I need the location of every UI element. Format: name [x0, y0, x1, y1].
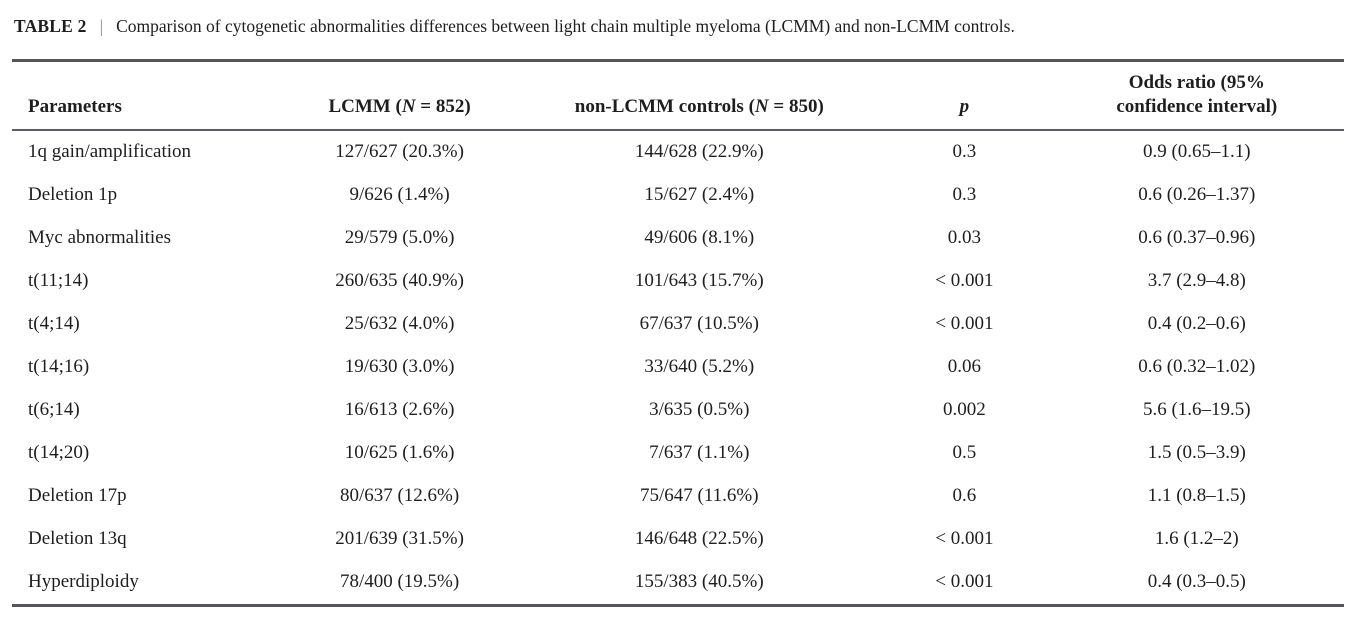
- cell-parameter: t(11;14): [28, 270, 89, 292]
- cell-non-lcmm: 75/647 (11.6%): [640, 485, 759, 507]
- header-lcmm: LCMM (N = 852): [279, 60, 520, 131]
- cell-non-lcmm: 49/606 (8.1%): [644, 227, 755, 249]
- cell-odds-ratio: 0.6 (0.26–1.37): [1138, 184, 1256, 206]
- cell-parameter: Deletion 13q: [28, 528, 127, 550]
- header-non-lcmm: non-LCMM controls (N = 850): [519, 60, 880, 131]
- cell-lcmm: 29/579 (5.0%): [344, 227, 455, 249]
- header-p-label: p: [959, 95, 970, 117]
- table-row: t(6;14) 16/613 (2.6%) 3/635 (0.5%) 0.002 5.6…: [12, 389, 1344, 432]
- header-odds-ratio-label: Odds ratio (95% confidence interval): [1116, 72, 1278, 117]
- cell-odds-ratio: 1.6 (1.2–2): [1154, 528, 1239, 550]
- cell-lcmm: 80/637 (12.6%): [339, 485, 460, 507]
- cell-lcmm: 260/635 (40.9%): [335, 270, 464, 292]
- header-lcmm-pre: LCMM (: [328, 95, 402, 117]
- header-lcmm-post: = 852): [415, 95, 471, 117]
- cell-parameter: t(14;16): [28, 356, 90, 378]
- header-odds-ratio: Odds ratio (95% confidence interval): [1049, 60, 1344, 131]
- cell-non-lcmm: 3/635 (0.5%): [649, 399, 750, 421]
- cell-non-lcmm: 15/627 (2.4%): [644, 184, 755, 206]
- cell-p-value: 0.002: [942, 399, 986, 421]
- cell-p-value: < 0.001: [935, 528, 994, 550]
- table-number-label: TABLE 2: [14, 16, 87, 36]
- header-parameters-label: Parameters: [28, 95, 122, 117]
- cell-lcmm: 16/613 (2.6%): [344, 399, 455, 421]
- table-body: 1q gain/amplification 127/627 (20.3%) 144/…: [12, 130, 1344, 606]
- cell-odds-ratio: 0.6 (0.32–1.02): [1138, 356, 1256, 378]
- cell-lcmm: 10/625 (1.6%): [344, 442, 455, 464]
- cell-odds-ratio: 0.9 (0.65–1.1): [1142, 141, 1251, 163]
- table-row: Deletion 17p 80/637 (12.6%) 75/647 (11.6%)…: [12, 475, 1344, 518]
- cell-p-value: < 0.001: [935, 313, 994, 335]
- cell-parameter: t(4;14): [28, 313, 80, 335]
- header-row: Parameters LCMM (N = 852) non-LCMM contr…: [12, 60, 1344, 131]
- table-row: Myc abnormalities 29/579 (5.0%) 49/606 (8.…: [12, 217, 1344, 260]
- cell-p-value: 0.03: [947, 227, 981, 249]
- cell-p-value: 0.5: [952, 442, 977, 464]
- cell-non-lcmm: 33/640 (5.2%): [644, 356, 755, 378]
- cell-p-value: 0.6: [952, 485, 977, 507]
- cell-odds-ratio: 1.5 (0.5–3.9): [1147, 442, 1246, 464]
- cell-lcmm: 19/630 (3.0%): [344, 356, 455, 378]
- cell-parameter: Hyperdiploidy: [28, 571, 139, 593]
- cell-parameter: Myc abnormalities: [28, 227, 171, 249]
- cell-non-lcmm: 101/643 (15.7%): [634, 270, 764, 292]
- header-lcmm-n: N: [401, 95, 416, 117]
- cell-lcmm: 78/400 (19.5%): [339, 571, 460, 593]
- table-row: t(4;14) 25/632 (4.0%) 67/637 (10.5%) < 0.00…: [12, 303, 1344, 346]
- cell-odds-ratio: 5.6 (1.6–19.5): [1142, 399, 1251, 421]
- table-row: t(11;14) 260/635 (40.9%) 101/643 (15.7%) < …: [12, 260, 1344, 303]
- caption-divider: |: [99, 16, 104, 36]
- cell-non-lcmm: 144/628 (22.9%): [634, 141, 764, 163]
- comparison-table: Parameters LCMM (N = 852) non-LCMM contr…: [12, 59, 1344, 607]
- header-non-lcmm-post: = 850): [768, 95, 824, 117]
- cell-lcmm: 9/626 (1.4%): [349, 184, 450, 206]
- cell-p-value: < 0.001: [935, 571, 994, 593]
- table-row: t(14;20) 10/625 (1.6%) 7/637 (1.1%) 0.5 1.5 …: [12, 432, 1344, 475]
- cell-odds-ratio: 0.6 (0.37–0.96): [1138, 227, 1256, 249]
- cell-p-value: 0.3: [952, 141, 977, 163]
- table-row: 1q gain/amplification 127/627 (20.3%) 144/…: [12, 130, 1344, 174]
- cell-lcmm: 201/639 (31.5%): [335, 528, 464, 550]
- table-row: Hyperdiploidy 78/400 (19.5%) 155/383 (40.5…: [12, 561, 1344, 606]
- header-p-value: p: [879, 60, 1050, 131]
- cell-lcmm: 127/627 (20.3%): [335, 141, 464, 163]
- cell-odds-ratio: 1.1 (0.8–1.5): [1147, 485, 1246, 507]
- cell-odds-ratio: 0.4 (0.3–0.5): [1147, 571, 1246, 593]
- cell-odds-ratio: 3.7 (2.9–4.8): [1147, 270, 1246, 292]
- cell-non-lcmm: 155/383 (40.5%): [634, 571, 764, 593]
- table-row: Deletion 1p 9/626 (1.4%) 15/627 (2.4%) 0.3 0…: [12, 174, 1344, 217]
- header-parameters: Parameters: [12, 60, 280, 131]
- cell-lcmm: 25/632 (4.0%): [344, 313, 455, 335]
- header-non-lcmm-pre: non-LCMM controls (: [574, 95, 755, 117]
- caption-text: Comparison of cytogenetic abnormalities …: [116, 16, 1015, 36]
- cell-non-lcmm: 67/637 (10.5%): [639, 313, 759, 335]
- cell-odds-ratio: 0.4 (0.2–0.6): [1147, 313, 1246, 335]
- table-row: t(14;16) 19/630 (3.0%) 33/640 (5.2%) 0.06 0.…: [12, 346, 1344, 389]
- cell-parameter: 1q gain/amplification: [28, 141, 192, 163]
- table-caption: TABLE 2 | Comparison of cytogenetic abnorm…: [12, 16, 1344, 37]
- page: TABLE 2 | Comparison of cytogenetic abnorm…: [12, 16, 1344, 607]
- cell-parameter: t(6;14): [28, 399, 80, 421]
- cell-p-value: 0.06: [947, 356, 981, 378]
- cell-non-lcmm: 146/648 (22.5%): [634, 528, 764, 550]
- cell-parameter: Deletion 1p: [28, 184, 118, 206]
- cell-p-value: 0.3: [952, 184, 977, 206]
- table-row: Deletion 13q 201/639 (31.5%) 146/648 (22.5…: [12, 518, 1344, 561]
- cell-non-lcmm: 7/637 (1.1%): [649, 442, 750, 464]
- header-non-lcmm-n: N: [754, 95, 769, 117]
- cell-parameter: Deletion 17p: [28, 485, 127, 507]
- cell-parameter: t(14;20): [28, 442, 90, 464]
- cell-p-value: < 0.001: [935, 270, 994, 292]
